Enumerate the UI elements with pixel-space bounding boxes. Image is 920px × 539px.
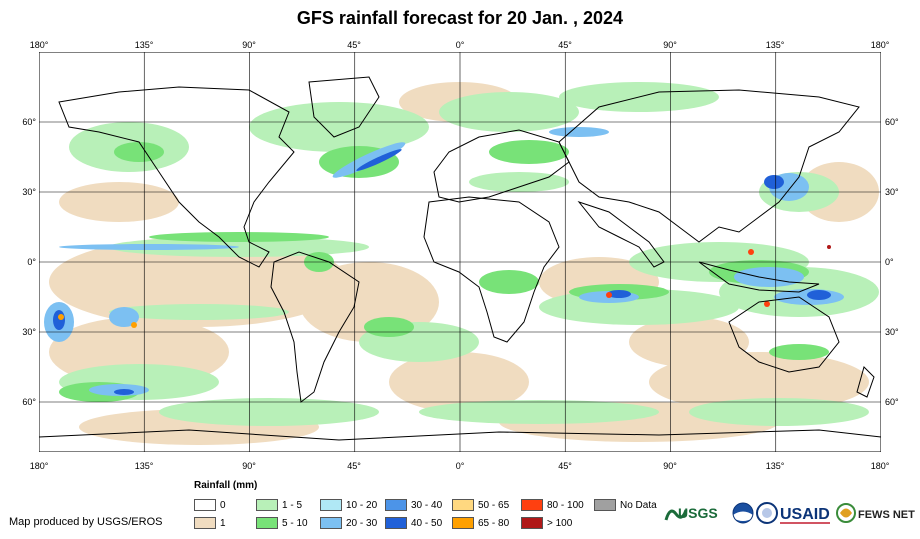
arabia-india-outline: [577, 200, 665, 268]
legend-label: 65 - 80: [478, 517, 510, 529]
lat-tick-right-0: 0°: [885, 257, 894, 267]
lon-tick-bottom-45w: 45°: [347, 461, 361, 471]
legend-label: 80 - 100: [547, 499, 584, 511]
lon-tick-top-90w: 90°: [242, 40, 256, 50]
legend-swatch: [194, 499, 216, 511]
rainfall-layer-heavy: [58, 245, 831, 328]
legend-swatch: [385, 499, 407, 511]
fews-net-logo-text: FEWS NET: [858, 509, 915, 521]
legend-label: 5 - 10: [282, 517, 308, 529]
fews-net-logo: FEWS NET: [836, 503, 915, 523]
lon-tick-bottom-135w: 135°: [134, 461, 154, 471]
legend-item: 80 - 100: [521, 499, 584, 511]
asia-outline: [558, 89, 860, 243]
usaid-seal-logo: [756, 502, 778, 524]
legend-item: 5 - 10: [256, 517, 308, 529]
antarctica-outline: [39, 429, 881, 441]
usaid-logo: USAID: [780, 506, 830, 524]
legend-label: 50 - 65: [478, 499, 510, 511]
lon-tick-top-45e: 45°: [558, 40, 572, 50]
legend-swatch: [521, 499, 543, 511]
rainfall-layer-30-50: [53, 149, 831, 395]
lat-tick-left-30s: 30°: [22, 327, 36, 337]
lon-tick-bottom-45e: 45°: [558, 461, 572, 471]
lon-tick-bottom-180w: 180°: [29, 461, 49, 471]
lat-tick-right-30n: 30°: [885, 187, 899, 197]
lon-tick-top-180w: 180°: [29, 40, 49, 50]
australia-outline: [728, 296, 840, 373]
legend-item: 30 - 40: [385, 499, 442, 511]
legend-swatch: [521, 517, 543, 529]
lat-tick-right-60s: 60°: [885, 397, 899, 407]
legend-item: 20 - 30: [320, 517, 377, 529]
indonesia-outline: [698, 261, 820, 293]
legend-label: 1 - 5: [282, 499, 303, 511]
lon-tick-top-135w: 135°: [134, 40, 154, 50]
lat-tick-left-0: 0°: [27, 257, 36, 267]
legend-item: No Data: [594, 499, 657, 511]
legend-swatch: [594, 499, 616, 511]
legend-swatch: [320, 499, 342, 511]
legend-label: > 100: [547, 517, 573, 529]
legend-item: 40 - 50: [385, 517, 442, 529]
legend-label: No Data: [620, 499, 657, 511]
lat-tick-left-30n: 30°: [22, 187, 36, 197]
lon-tick-bottom-90e: 90°: [663, 461, 677, 471]
lon-tick-bottom-0: 0°: [455, 461, 465, 471]
lon-tick-top-180e: 180°: [870, 40, 890, 50]
lat-tick-left-60n: 60°: [22, 117, 36, 127]
legend-item: > 100: [521, 517, 572, 529]
usaid-logo-text: USAID: [780, 506, 830, 523]
legend-item: 0: [194, 499, 226, 511]
legend-label: 40 - 50: [411, 517, 443, 529]
lon-tick-bottom-135e: 135°: [765, 461, 785, 471]
lon-tick-top-135e: 135°: [765, 40, 785, 50]
legend-swatch: [320, 517, 342, 529]
legend-swatch: [194, 517, 216, 529]
noaa-logo: [732, 502, 754, 524]
legend-label: 0: [220, 499, 226, 511]
usgs-logo: USGS: [664, 505, 718, 521]
usgs-logo-text: USGS: [678, 505, 718, 521]
lon-tick-top-45w: 45°: [347, 40, 361, 50]
legend-swatch: [452, 499, 474, 511]
lat-tick-right-30s: 30°: [885, 327, 899, 337]
continent-outlines: [39, 76, 881, 441]
legend-item: 65 - 80: [452, 517, 509, 529]
credit-text: Map produced by USGS/EROS: [9, 516, 163, 528]
legend-item: 50 - 65: [452, 499, 509, 511]
rainfall-map: [39, 52, 881, 452]
legend-swatch: [452, 517, 474, 529]
north-america-outline: [58, 86, 295, 268]
legend-item: 1 - 5: [256, 499, 302, 511]
greenland-outline: [308, 76, 380, 138]
legend-item: 1: [194, 517, 226, 529]
lon-tick-bottom-90w: 90°: [242, 461, 256, 471]
africa-outline: [423, 196, 560, 343]
lat-tick-left-60s: 60°: [22, 397, 36, 407]
partner-logos: USGS USAID FEWS NET: [664, 502, 915, 524]
map-title: GFS rainfall forecast for 20 Jan. , 2024: [296, 8, 624, 28]
south-america-outline: [270, 251, 360, 403]
legend-label: 30 - 40: [411, 499, 443, 511]
lat-tick-right-60n: 60°: [885, 117, 899, 127]
legend-label: 1: [220, 517, 226, 529]
lon-tick-bottom-180e: 180°: [870, 461, 890, 471]
legend-swatch: [256, 499, 278, 511]
legend-swatch: [256, 517, 278, 529]
graticule: [39, 52, 881, 452]
lon-tick-top-90e: 90°: [663, 40, 677, 50]
new-zealand-outline: [856, 366, 875, 398]
legend-item: 10 - 20: [320, 499, 377, 511]
legend-label: 10 - 20: [346, 499, 378, 511]
lon-tick-top-0: 0°: [455, 40, 465, 50]
legend-label: 20 - 30: [346, 517, 378, 529]
legend-swatch: [385, 517, 407, 529]
legend-title: Rainfall (mm): [194, 480, 258, 491]
